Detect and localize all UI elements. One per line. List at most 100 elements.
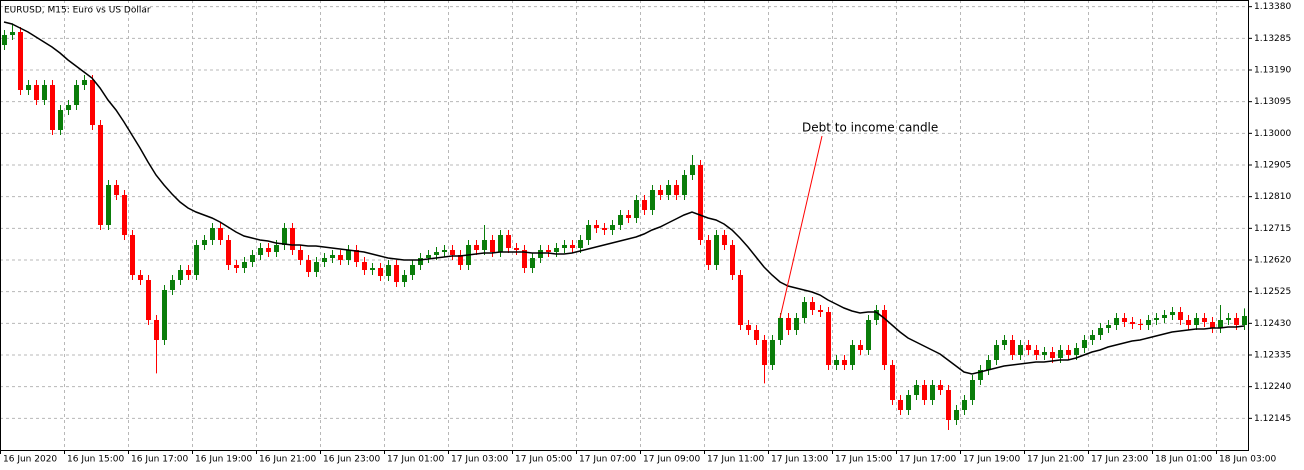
candle-body [834, 360, 839, 365]
x-tick-label: 17 Jun 09:00 [643, 455, 700, 465]
candle-body [498, 235, 503, 252]
candle-body [314, 262, 319, 272]
candle-body [866, 320, 871, 350]
candle-body [42, 85, 47, 100]
candle-body [682, 175, 687, 195]
moving-average-line [3, 21, 1245, 375]
x-tick-label: 17 Jun 15:00 [835, 455, 892, 465]
candle-body [522, 250, 527, 268]
grid [0, 0, 1248, 450]
candle-body [554, 248, 559, 252]
candle-body [642, 200, 647, 210]
x-tick-label: 16 Jun 23:00 [323, 455, 380, 465]
candle-body [610, 225, 615, 230]
candle-body [698, 165, 703, 240]
candle-body [58, 110, 63, 130]
candle-body [890, 365, 895, 400]
x-tick-label: 17 Jun 13:00 [771, 455, 828, 465]
candle-body [906, 395, 911, 410]
candle-body [346, 250, 351, 260]
x-tick-label: 18 Jun 01:00 [1155, 455, 1212, 465]
x-tick-label: 16 Jun 17:00 [131, 455, 188, 465]
candle-body [210, 228, 215, 240]
candle-body [626, 215, 631, 218]
y-tick-label: 1.12430 [1254, 319, 1291, 329]
candle-body [258, 248, 263, 255]
candle-body [18, 32, 23, 90]
x-tick-label: 17 Jun 11:00 [707, 455, 764, 465]
candle-body [290, 228, 295, 250]
x-tick-label: 16 Jun 15:00 [67, 455, 124, 465]
candle-body [434, 252, 439, 255]
candle-body [650, 190, 655, 210]
candle-body [354, 250, 359, 262]
candle-body [658, 190, 663, 195]
candle-body [530, 258, 535, 268]
candle-body [970, 380, 975, 400]
x-tick-label: 16 Jun 21:00 [259, 455, 316, 465]
candle-body [1098, 328, 1103, 335]
candle-body [666, 185, 671, 195]
candle-body [562, 245, 567, 248]
candle-body [322, 258, 327, 262]
x-tick-label: 17 Jun 19:00 [963, 455, 1020, 465]
candle-body [754, 330, 759, 340]
candle-body [154, 320, 159, 340]
candle-body [962, 400, 967, 410]
candle-body [986, 360, 991, 370]
candle-body [634, 200, 639, 218]
candle-body [1018, 345, 1023, 355]
annotation: Debt to income candle [802, 121, 938, 135]
candle-body [1058, 350, 1063, 358]
candle-body [386, 265, 391, 276]
y-tick-label: 1.12525 [1254, 287, 1291, 297]
candle-body [1154, 318, 1159, 320]
candle-body [234, 265, 239, 268]
candle-body [338, 255, 343, 260]
candle-body [1010, 340, 1015, 355]
candle-body [482, 240, 487, 250]
candle-body [122, 195, 127, 235]
candle-body [426, 255, 431, 258]
candle-body [2, 35, 7, 45]
candle-body [250, 255, 255, 262]
candle-body [442, 250, 447, 252]
candle-body [578, 240, 583, 248]
candle-body [514, 248, 519, 250]
candle-body [898, 400, 903, 410]
candle-body [738, 275, 743, 325]
candle-body [1146, 320, 1151, 325]
candle-body [994, 345, 999, 360]
candle-body [306, 260, 311, 272]
candle-body [1202, 318, 1207, 322]
candle-body [26, 85, 31, 90]
candle-body [722, 235, 727, 245]
candle-body [66, 105, 71, 110]
candle-body [1066, 350, 1071, 355]
candle-body [874, 310, 879, 320]
candle-body [1226, 318, 1231, 320]
candle-body [34, 85, 39, 100]
candle-body [114, 185, 119, 195]
candle-body [1130, 322, 1135, 324]
candle-body [602, 228, 607, 230]
candle-body [826, 312, 831, 365]
candle-body [474, 245, 479, 250]
candle-body [242, 262, 247, 268]
candle-body [1186, 320, 1191, 325]
x-tick-label: 17 Jun 01:00 [387, 455, 444, 465]
annotation-line [779, 135, 823, 319]
candle-body [570, 245, 575, 248]
candle-body [394, 265, 399, 282]
candle-body [1090, 335, 1095, 340]
candle-body [98, 125, 103, 225]
candle-body [74, 85, 79, 105]
y-tick-label: 1.12240 [1254, 382, 1291, 392]
candle-body [418, 258, 423, 265]
candle-body [274, 245, 279, 252]
candle-body [1242, 316, 1247, 325]
candle-body [762, 340, 767, 365]
y-tick-label: 1.12715 [1254, 224, 1291, 234]
y-tick-label: 1.13095 [1254, 97, 1291, 107]
candle-body [266, 248, 271, 252]
